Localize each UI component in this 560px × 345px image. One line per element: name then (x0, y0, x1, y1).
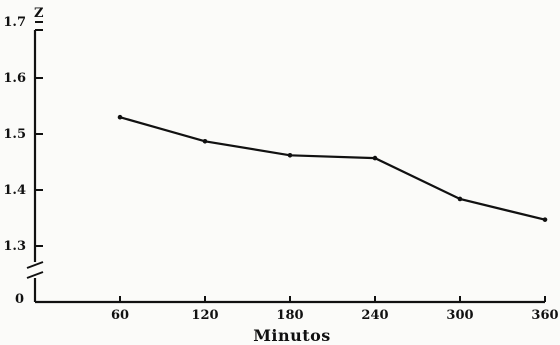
data-point (542, 217, 548, 222)
x-axis-ticks: 60 120 180 240 300 360 (111, 296, 559, 323)
y-tick-label: 1.4 (3, 183, 26, 198)
series-line (119, 116, 546, 221)
y-axis-ticks: 1.3 1.4 1.5 1.6 1.7 0 (3, 15, 43, 307)
y-tick-label: 1.7 (3, 15, 26, 30)
data-point (457, 196, 463, 202)
series-group (117, 114, 548, 222)
y-tick-label: 1.3 (3, 239, 26, 254)
y-axis-break-mark (26, 271, 44, 279)
x-tick-label: 360 (531, 308, 558, 323)
x-tick-label: 180 (276, 308, 303, 323)
data-point (117, 114, 123, 120)
data-point (372, 155, 378, 161)
x-tick-label: 120 (191, 308, 218, 323)
y-tick-label: 1.5 (3, 127, 26, 142)
x-tick-label: 300 (446, 308, 473, 323)
y-origin-label: 0 (15, 292, 24, 307)
y-axis-break-mark (26, 261, 44, 269)
y-tick-label: 1.6 (3, 71, 26, 86)
x-tick-label: 240 (361, 308, 388, 323)
x-tick-label: 60 (111, 308, 129, 323)
x-axis-label: Minutos (253, 326, 331, 345)
chart-axes (26, 29, 545, 304)
data-point (287, 152, 293, 158)
y-axis-label: Z (34, 6, 44, 21)
data-point (202, 138, 208, 144)
